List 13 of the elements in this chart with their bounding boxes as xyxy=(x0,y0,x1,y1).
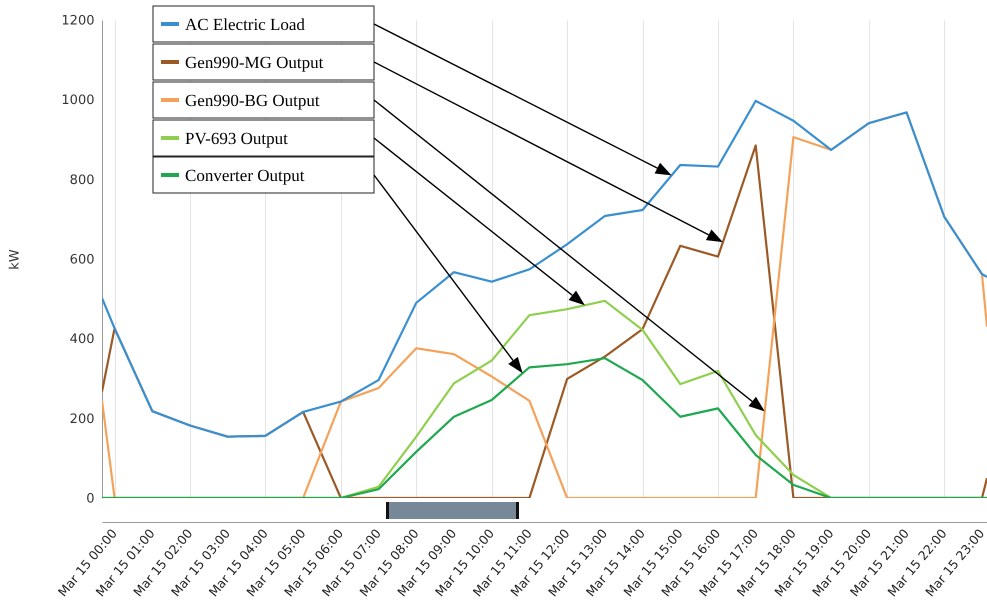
legend-label: Gen990-MG Output xyxy=(185,53,324,72)
legend-label: AC Electric Load xyxy=(185,15,306,34)
legend-label: Gen990-BG Output xyxy=(185,91,320,110)
y-tick-label: 1000 xyxy=(61,93,94,108)
legend-label: PV-693 Output xyxy=(185,129,288,148)
y-tick-label: 200 xyxy=(70,412,94,427)
y-tick-label: 400 xyxy=(70,332,94,348)
y-tick-label: 0 xyxy=(86,492,94,506)
y-tick-label: 600 xyxy=(70,252,94,268)
y-tick-label: 1200 xyxy=(61,14,94,28)
y-axis-title: kW xyxy=(7,249,22,270)
legend-label: Converter Output xyxy=(185,166,305,185)
y-tick-label: 800 xyxy=(70,172,94,188)
